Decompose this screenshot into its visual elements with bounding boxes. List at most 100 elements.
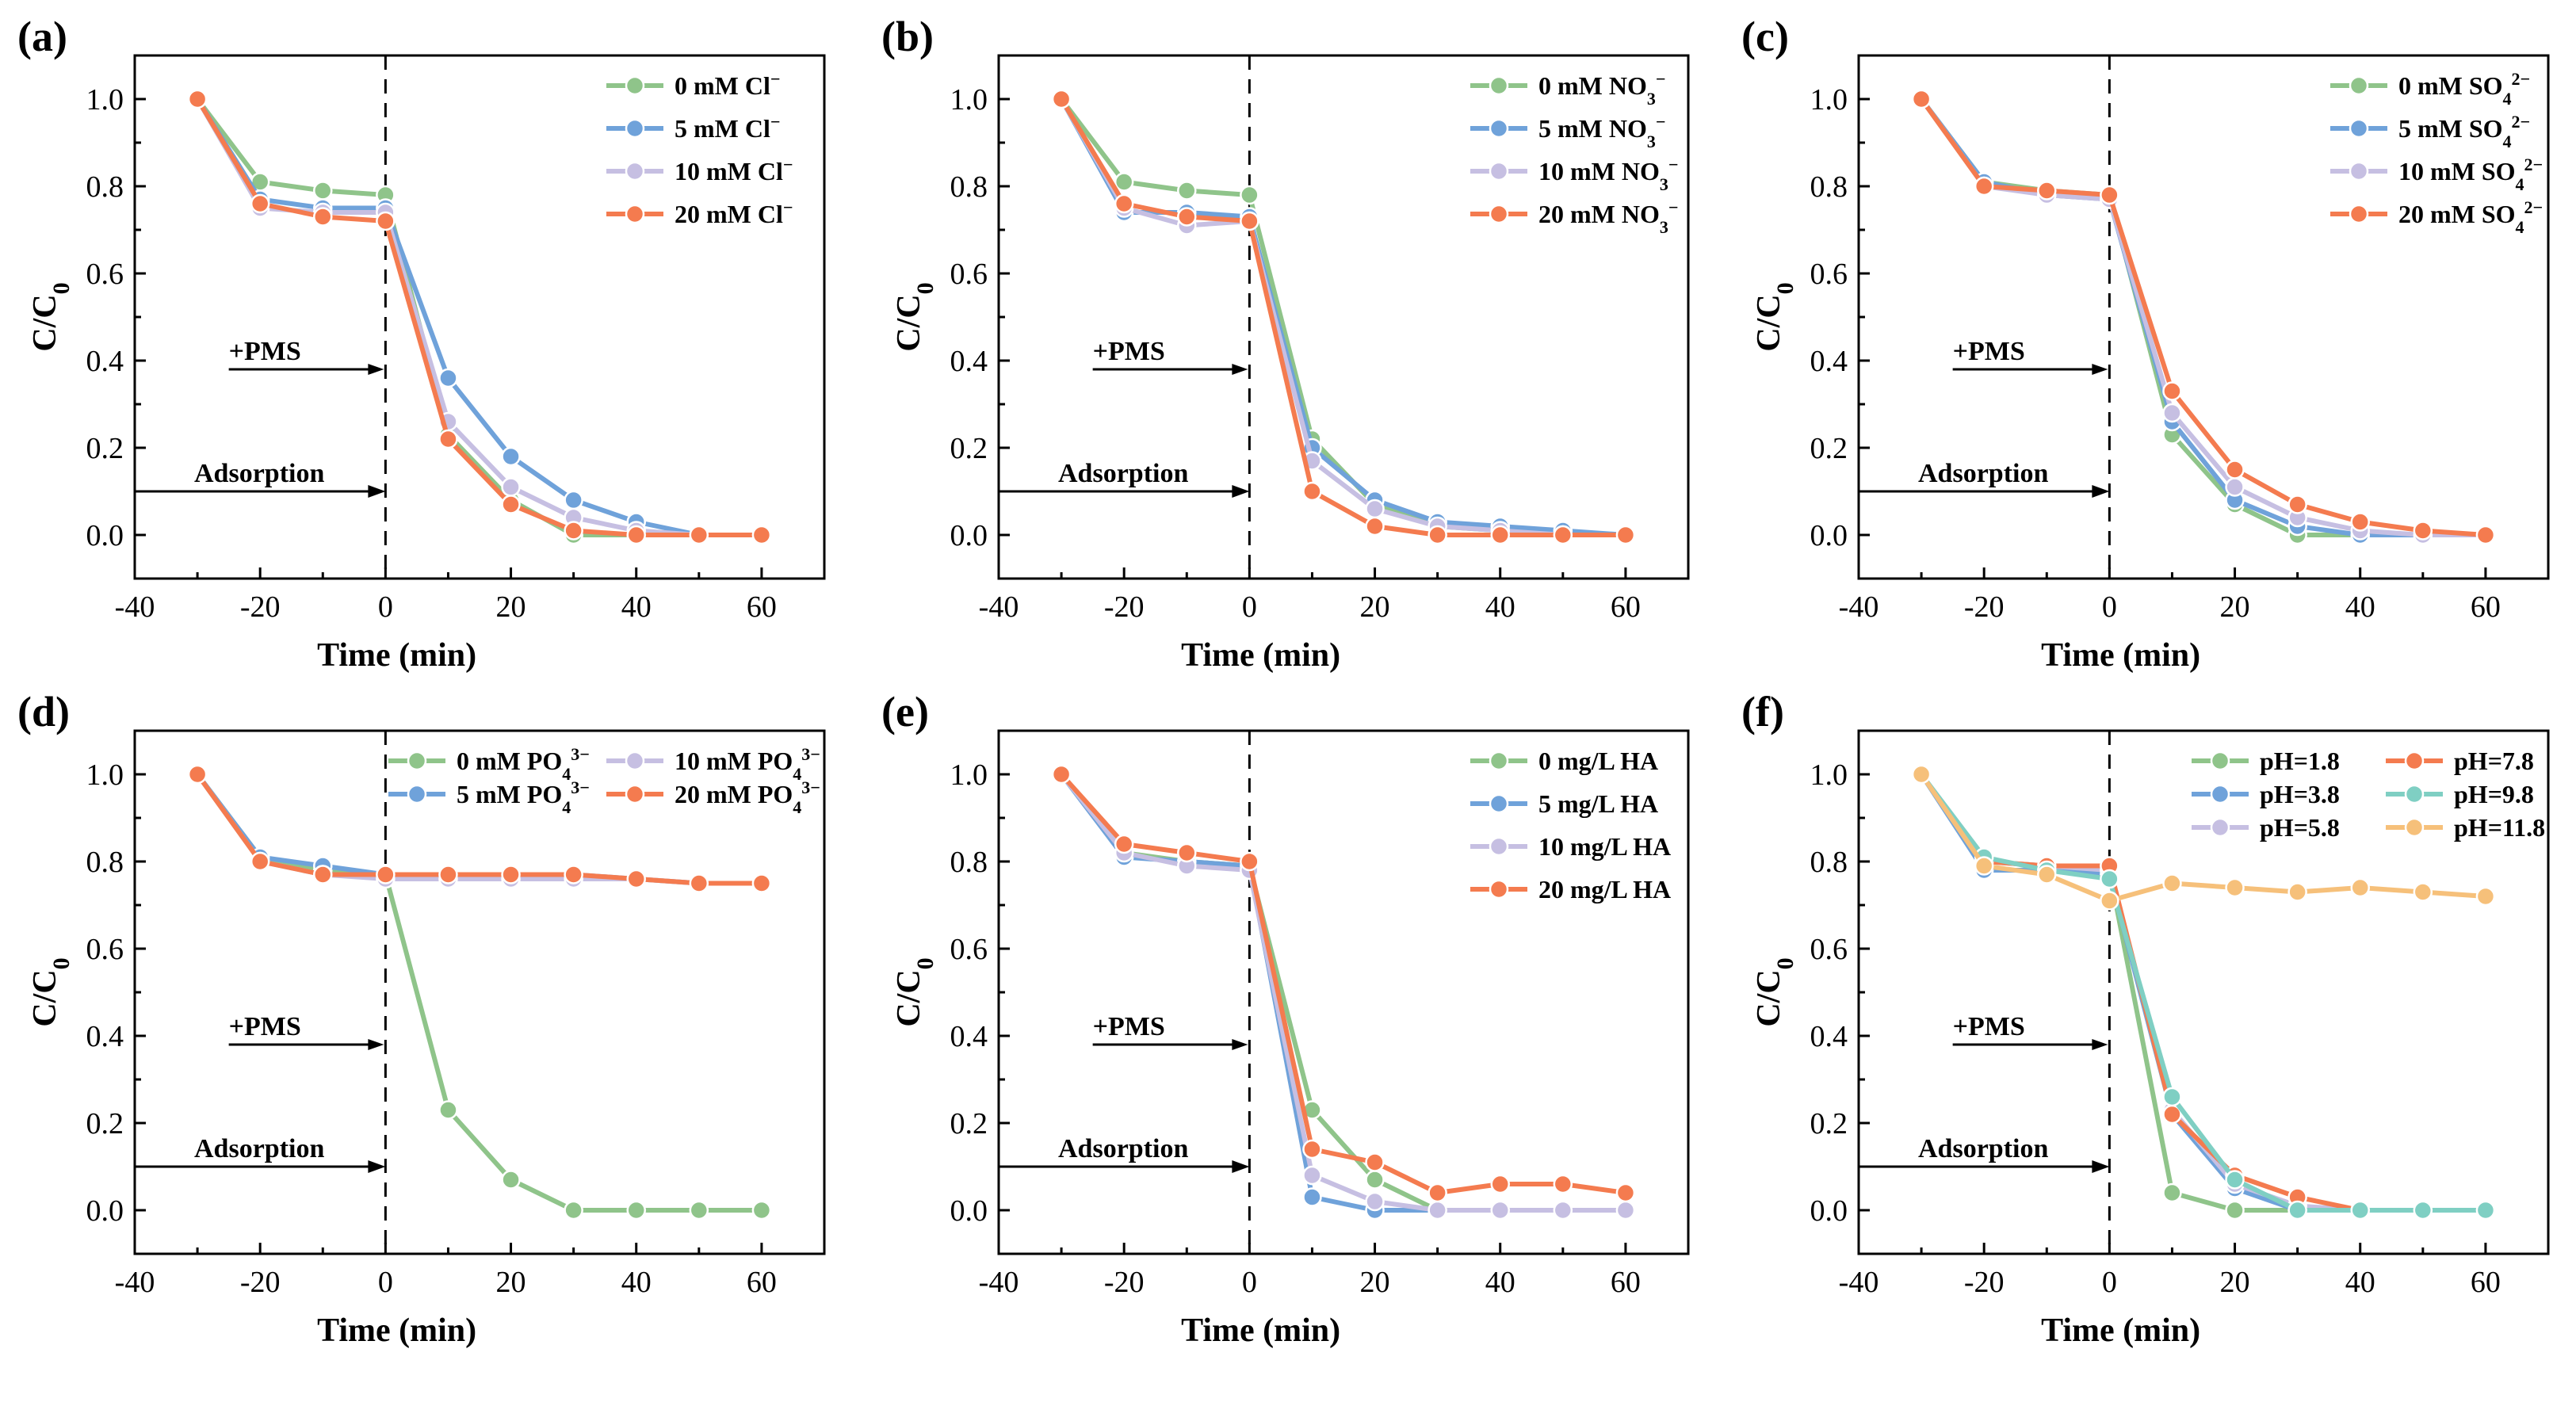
- x-axis-title: Time (min): [317, 1312, 476, 1349]
- panel-label: (f): [1741, 688, 1784, 735]
- series-line: [1059, 772, 1626, 1195]
- legend-item: 20 mM PO43−: [606, 777, 820, 817]
- data-point: [1428, 1182, 1447, 1203]
- y-tick-label: 0.8: [950, 846, 988, 879]
- data-point: [2350, 512, 2370, 532]
- legend-item: pH=3.8: [2192, 780, 2340, 808]
- legend-item: pH=11.8: [2386, 813, 2545, 842]
- data-point: [438, 1100, 458, 1120]
- legend-swatch-marker: [625, 204, 645, 224]
- pms-arrowhead: [1232, 364, 1248, 375]
- y-tick-label: 0.8: [86, 170, 124, 204]
- data-point: [1365, 1170, 1385, 1190]
- legend-swatch-marker: [2349, 75, 2369, 96]
- adsorption-arrowhead: [1232, 1160, 1250, 1173]
- pms-label: +PMS: [1953, 1012, 2025, 1041]
- legend-swatch-marker: [2210, 784, 2230, 804]
- pms-label: +PMS: [229, 1012, 301, 1041]
- data-point: [250, 851, 270, 872]
- data-point: [1615, 1182, 1636, 1203]
- y-tick-label: 0.4: [1810, 345, 1848, 378]
- x-tick-label: 20: [496, 590, 526, 624]
- data-point: [2162, 381, 2182, 401]
- x-tick-label: 0: [378, 590, 393, 624]
- adsorption-arrowhead: [368, 485, 386, 498]
- data-point: [689, 1200, 709, 1221]
- data-point: [2225, 460, 2245, 479]
- legend-item: pH=7.8: [2386, 747, 2534, 775]
- data-point: [2475, 1200, 2496, 1221]
- y-axis-title: C/C0: [27, 282, 75, 351]
- legend: pH=1.8 pH=3.8 pH=5.8 pH=7.8 pH=9.8 pH=11.8: [2192, 747, 2545, 842]
- pms-label: +PMS: [1093, 337, 1165, 366]
- data-point: [438, 865, 458, 884]
- legend-item: pH=5.8: [2192, 813, 2340, 842]
- legend-swatch-marker: [2404, 784, 2425, 804]
- data-point: [313, 181, 333, 201]
- data-point: [2350, 877, 2370, 898]
- legend: 0 mM PO43−5 mM PO43− 10 mM PO43−20 mM PO4…: [388, 744, 820, 817]
- legend-label: 5 mM Cl−: [675, 112, 780, 143]
- x-tick-label: 0: [1242, 1266, 1257, 1299]
- x-tick-label: -40: [115, 590, 155, 624]
- legend-item: pH=9.8: [2386, 780, 2534, 808]
- legend-label: 0 mM PO43−: [457, 744, 590, 784]
- adsorption-arrowhead: [368, 1160, 386, 1173]
- legend-item: 5 mg/L HA: [1470, 789, 1658, 818]
- y-axis-title: C/C0: [1751, 957, 1798, 1026]
- pms-arrowhead: [1232, 1039, 1248, 1050]
- y-tick-label: 0.8: [1810, 170, 1848, 204]
- legend-item: 5 mM NO3−: [1470, 112, 1665, 151]
- data-point: [1974, 856, 1994, 876]
- data-point: [1428, 525, 1447, 545]
- y-axis-title: C/C0: [891, 957, 938, 1026]
- legend-swatch-marker: [625, 784, 645, 804]
- x-axis-title: Time (min): [2041, 1312, 2200, 1349]
- y-tick-label: 0.2: [86, 1107, 124, 1140]
- legend-label: 20 mM PO43−: [675, 777, 820, 817]
- legend-swatch-marker: [1489, 751, 1509, 771]
- data-point: [1114, 172, 1134, 192]
- legend-swatch-marker: [1489, 879, 1509, 900]
- x-tick-label: 20: [2220, 590, 2250, 624]
- legend-swatch-marker: [1489, 161, 1509, 181]
- series-line: [1919, 97, 2486, 537]
- x-tick-label: 40: [621, 1266, 652, 1299]
- legend-item: 0 mM Cl−: [606, 69, 780, 100]
- legend-swatch-marker: [2349, 118, 2369, 139]
- x-tick-label: 0: [378, 1266, 393, 1299]
- data-point: [2162, 1087, 2182, 1107]
- data-point: [2413, 882, 2433, 902]
- data-point: [626, 1200, 646, 1221]
- x-tick-label: 20: [2220, 1266, 2250, 1299]
- legend-swatch-marker: [2404, 817, 2425, 838]
- chart-panel-b: -40 -20 0 20 40 60 0.0 0.2 0.4 0.6 0.8 1.0 Time (min…: [881, 13, 1690, 674]
- legend-swatch-marker: [625, 751, 645, 771]
- adsorption-arrowhead: [2092, 485, 2110, 498]
- x-tick-label: 0: [2102, 1266, 2117, 1299]
- legend-swatch-marker: [407, 751, 427, 771]
- data-point: [376, 211, 396, 231]
- legend-swatch-marker: [1489, 836, 1509, 857]
- x-tick-label: -40: [115, 1266, 155, 1299]
- data-point: [187, 89, 208, 109]
- y-axis-title: C/C0: [1751, 282, 1798, 351]
- series-line: [195, 97, 762, 537]
- panel-label: (a): [17, 13, 67, 60]
- data-point: [1365, 1191, 1385, 1212]
- data-point: [1974, 176, 1994, 197]
- y-tick-label: 0.8: [1810, 846, 1848, 879]
- legend-swatch-marker: [2404, 751, 2425, 771]
- y-tick-label: 0.2: [950, 432, 988, 465]
- data-point: [2225, 1200, 2245, 1221]
- series-line: [195, 773, 762, 886]
- legend-item: 5 mM Cl−: [606, 112, 780, 143]
- data-point: [626, 869, 646, 889]
- data-point: [2287, 495, 2307, 514]
- pms-arrowhead: [368, 1039, 384, 1050]
- x-tick-label: 60: [747, 1266, 777, 1299]
- y-tick-label: 0.0: [950, 1194, 988, 1228]
- legend-item: 20 mM NO3−: [1470, 197, 1678, 237]
- data-point: [2037, 181, 2057, 201]
